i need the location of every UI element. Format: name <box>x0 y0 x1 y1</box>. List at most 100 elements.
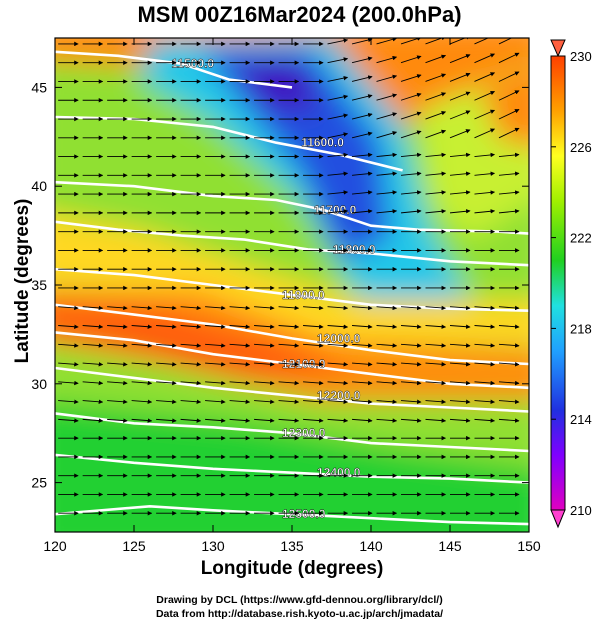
wind-arrow <box>278 324 300 329</box>
wind-arrow <box>498 52 520 64</box>
wind-arrow <box>498 38 520 45</box>
wind-arrow <box>449 110 471 120</box>
credit-drawing: Drawing by DCL (https://www.gfd-dennou.o… <box>156 594 443 606</box>
wind-arrow <box>400 92 422 101</box>
wind-arrow <box>156 380 177 386</box>
wind-arrow <box>400 305 422 311</box>
wind-arrow <box>498 71 520 82</box>
wind-arrow <box>327 418 349 423</box>
wind-arrow <box>327 380 349 386</box>
wind-arrow <box>425 305 447 311</box>
wind-arrow <box>205 305 226 311</box>
contour-line <box>55 220 529 267</box>
wind-arrow <box>107 380 128 386</box>
wind-arrow <box>58 305 79 311</box>
wind-arrow <box>400 324 422 329</box>
colorbar-tick-label: 214 <box>570 412 592 427</box>
wind-arrow <box>254 362 275 367</box>
colorbar-tick-label: 210 <box>570 503 592 518</box>
colorbar-tick-label: 230 <box>570 49 592 64</box>
wind-arrow <box>498 343 520 348</box>
wind-arrow <box>58 343 79 348</box>
contour-label: 12500.0 <box>282 507 326 521</box>
wind-arrow <box>180 362 202 367</box>
wind-arrow <box>449 38 471 45</box>
wind-arrow <box>376 93 398 101</box>
wind-arrow <box>376 152 398 158</box>
y-tick-label: 45 <box>31 79 47 95</box>
wind-arrow <box>58 380 79 386</box>
wind-arrow <box>425 129 447 139</box>
wind-arrow <box>498 380 520 386</box>
y-tick-label: 25 <box>31 475 47 491</box>
wind-arrow <box>180 418 202 423</box>
y-tick-label: 35 <box>31 277 47 293</box>
wind-arrow <box>82 380 104 386</box>
map-title: MSM 00Z16Mar2024 (200.0hPa) <box>137 2 462 27</box>
wind-arrow <box>82 362 104 367</box>
wind-arrow <box>278 343 300 348</box>
wind-arrow <box>327 132 349 139</box>
wind-arrow <box>425 362 447 367</box>
wind-arrow <box>352 343 373 348</box>
colorbar-top-extension <box>550 39 566 58</box>
wind-arrow <box>498 399 520 405</box>
wind-arrow <box>498 324 520 329</box>
contour-label: 12100.0 <box>282 357 326 371</box>
colorbar-tick-label: 226 <box>570 140 592 155</box>
wind-arrow <box>58 362 79 367</box>
wind-arrow <box>474 399 496 405</box>
plot-area: 11500.0 11600.0 11700.0 11800.0 11900.0 12000… <box>55 38 529 532</box>
wind-arrow <box>474 362 496 367</box>
wind-arrow <box>229 305 251 311</box>
wind-arrow <box>180 399 202 405</box>
wind-arrow <box>131 399 153 405</box>
wind-arrow <box>474 343 496 348</box>
wind-arrow <box>303 418 324 423</box>
wind-arrow <box>449 380 471 386</box>
wind-arrow <box>376 399 398 405</box>
wind-arrow <box>229 362 251 367</box>
wind-arrow <box>425 171 447 176</box>
wind-arrow <box>82 305 104 311</box>
wind-arrow <box>107 343 128 348</box>
wind-arrow <box>498 171 520 176</box>
wind-arrow <box>156 418 177 423</box>
wind-arrow <box>449 129 471 139</box>
colorbar-tick-label: 218 <box>570 321 592 336</box>
wind-arrow <box>449 305 471 311</box>
contour-label: 12400.0 <box>317 466 361 480</box>
wind-arrow <box>400 152 422 158</box>
wind-arrow <box>351 152 373 158</box>
wind-arrow <box>82 324 104 329</box>
wind-arrow <box>254 418 275 423</box>
wind-arrow <box>58 399 79 405</box>
colorbar: 210 214 218 222 226 230 <box>550 39 592 529</box>
wind-arrow <box>351 112 373 120</box>
wind-arrow <box>229 343 251 348</box>
wind-arrow <box>107 399 128 405</box>
wind-arrow <box>156 399 177 405</box>
wind-arrow <box>474 53 496 64</box>
wind-arrow <box>376 112 398 120</box>
wind-arrow <box>425 418 447 423</box>
wind-arrow <box>278 380 300 386</box>
wind-arrow <box>449 343 471 348</box>
wind-arrow <box>425 152 447 158</box>
wind-arrow <box>327 57 349 64</box>
wind-arrow <box>376 55 398 64</box>
wind-arrow <box>327 94 349 101</box>
wind-arrow <box>254 399 275 405</box>
wind-arrow <box>449 362 471 367</box>
wind-arrow <box>449 152 471 158</box>
wind-arrow <box>474 305 496 311</box>
wind-arrow <box>82 343 104 348</box>
wind-arrow <box>352 380 373 386</box>
axes: 120 125 130 135 140 145 150 25 30 35 40 45 <box>31 38 541 554</box>
wind-arrow <box>376 190 398 195</box>
contour-line <box>55 412 529 453</box>
wind-arrow <box>351 131 373 139</box>
x-tick-label: 120 <box>43 538 67 554</box>
wind-arrow <box>376 171 398 176</box>
wind-arrow <box>107 418 128 423</box>
